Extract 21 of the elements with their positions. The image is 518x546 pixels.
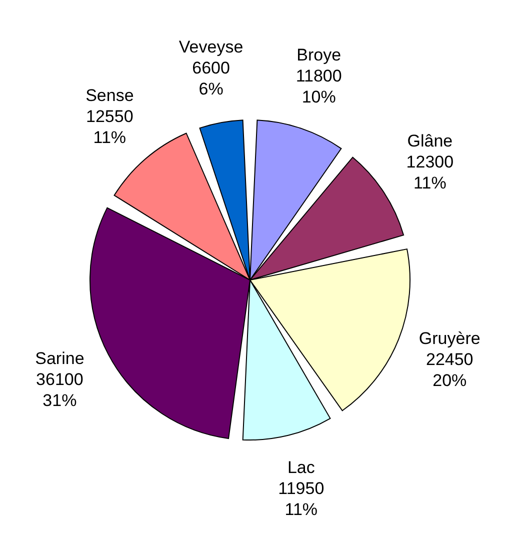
data-label: 11800 <box>296 66 342 86</box>
data-label: 36100 <box>36 370 84 390</box>
data-label: 11950 <box>278 478 324 498</box>
text: 6% <box>198 80 224 99</box>
data-label: 12550 <box>86 107 134 126</box>
data-label: 22450 <box>426 350 474 369</box>
slice-label: Gruyère <box>418 328 480 348</box>
data-label: 6600 <box>192 58 230 78</box>
slice-label: Lac <box>287 458 316 477</box>
text: 11% <box>93 128 126 148</box>
slice-label: Glâne <box>407 131 453 150</box>
text: 11% <box>414 173 446 192</box>
slice-label: Sense <box>86 86 134 106</box>
text: 11% <box>284 500 318 519</box>
data-label: 12300 <box>406 152 454 172</box>
text: 10% <box>302 87 336 106</box>
slice-label: Broye <box>296 45 342 64</box>
text: 31% <box>42 391 77 410</box>
slice-label: Sarine <box>35 349 84 368</box>
text: 20% <box>432 370 467 390</box>
slice-label: Veveyse <box>178 38 244 57</box>
